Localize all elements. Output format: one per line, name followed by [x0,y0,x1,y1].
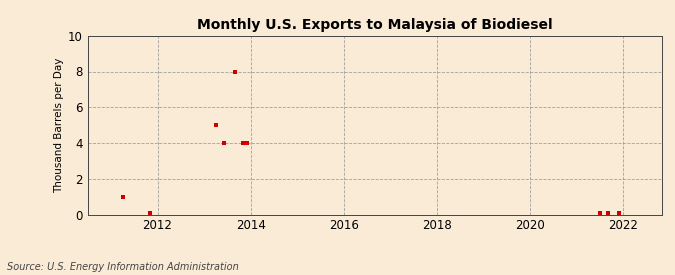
Title: Monthly U.S. Exports to Malaysia of Biodiesel: Monthly U.S. Exports to Malaysia of Biod… [197,18,552,32]
Y-axis label: Thousand Barrels per Day: Thousand Barrels per Day [54,57,64,193]
Text: Source: U.S. Energy Information Administration: Source: U.S. Energy Information Administ… [7,262,238,272]
